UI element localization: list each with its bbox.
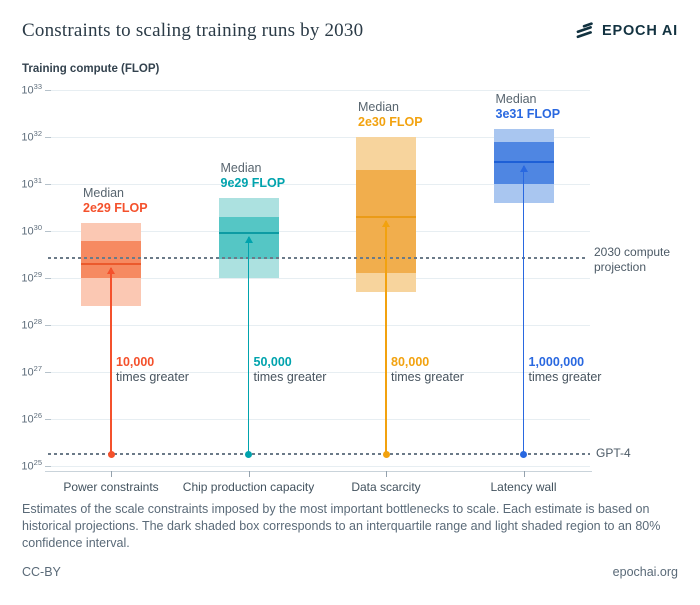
y-axis-tick [45, 325, 51, 326]
latency-wall-median-caption: Median [495, 91, 537, 106]
data-scarcity-median-value: 2e30 FLOP [358, 115, 423, 129]
latency-wall-median-line [493, 160, 554, 163]
y-axis-tick [45, 184, 51, 185]
power-constraints-median-value: 2e29 FLOP [83, 200, 148, 215]
chip-production-capacity-ratio-value: 50,000 [253, 355, 292, 369]
gpt-4-line [48, 453, 590, 455]
gridline [48, 466, 590, 467]
brand-name: EPOCH AI [602, 22, 678, 39]
chip-production-capacity-arrow-line [247, 237, 250, 454]
data-scarcity-ratio-value: 80,000 [391, 355, 430, 369]
latency-wall-ratio-suffix: times greater [528, 369, 602, 384]
data-scarcity-ratio-suffix: times greater [391, 369, 464, 384]
gridline [48, 90, 590, 91]
projection-2030-label: 2030 compute projection [594, 245, 671, 275]
chip-production-capacity-median-line [218, 232, 279, 235]
latency-wall-median-label: Median 3e31 FLOP [496, 92, 561, 122]
power-constraints-ratio-label: 10,000 times greater [116, 355, 189, 384]
y-axis-title: Training compute (FLOP) [22, 63, 160, 75]
y-axis-tick [45, 372, 51, 373]
site-link[interactable]: epochai.org [612, 565, 678, 579]
latency-wall-gpt4-dot-icon [520, 450, 527, 458]
gridline [48, 419, 590, 420]
y-axis-tick [45, 278, 51, 279]
page-title: Constraints to scaling training runs by … [22, 20, 364, 41]
latency-wall-arrow-line [522, 165, 525, 454]
gridline [48, 278, 590, 279]
epoch-ai-logo[interactable]: EPOCH AI [574, 20, 678, 41]
chip-production-capacity-median-value: 9e29 FLOP [220, 176, 286, 191]
data-scarcity-median-line [356, 215, 416, 218]
data-scarcity-ratio-label: 80,000 times greater [391, 355, 464, 384]
y-axis-tick-label: 1028 [21, 317, 42, 332]
latency-wall-median-value: 3e31 FLOP [495, 106, 561, 121]
projection-2030-line [48, 257, 588, 260]
chip-production-capacity-ratio-label: 50,000 times greater [254, 355, 327, 384]
data-scarcity-gpt4-dot-icon [382, 450, 390, 458]
chip-production-capacity-arrowhead-icon [244, 236, 253, 244]
chip-production-capacity-median-label: Median 9e29 FLOP [221, 161, 286, 191]
data-scarcity-median-caption: Median [358, 100, 399, 114]
x-axis-category-label: Chip production capacity [182, 480, 315, 494]
y-axis-tick-label: 1030 [21, 223, 42, 238]
y-axis-tick-label: 1033 [21, 82, 42, 97]
y-axis-tick [45, 419, 51, 420]
epoch-logo-icon [576, 22, 593, 39]
x-axis-category-label: Power constraints [63, 480, 159, 494]
x-axis-line [45, 471, 592, 472]
data-scarcity-arrow-line [385, 220, 387, 454]
y-axis-tick [45, 466, 51, 467]
y-axis-tick [45, 231, 51, 232]
latency-wall-arrowhead-icon [519, 164, 528, 172]
caption: Estimates of the scale constraints impos… [22, 502, 661, 550]
x-axis-tick [248, 471, 250, 477]
power-constraints-ratio-suffix: times greater [116, 369, 189, 384]
data-scarcity-median-label: Median 2e30 FLOP [358, 100, 423, 130]
y-axis-tick [45, 90, 51, 91]
y-axis-tick-label: 1025 [21, 458, 42, 473]
power-constraints-median-caption: Median [83, 185, 124, 200]
y-axis-tick-label: 1031 [21, 176, 42, 191]
gridline [48, 231, 590, 232]
chip-production-capacity-median-caption: Median [220, 161, 262, 176]
y-axis-tick-label: 1029 [21, 270, 42, 285]
y-axis-tick-label: 1026 [21, 411, 42, 426]
y-axis-tick-label: 1032 [21, 129, 42, 144]
latency-wall-ratio-label: 1,000,000 times greater [529, 355, 602, 384]
gridline [48, 184, 590, 185]
gridline [48, 325, 590, 326]
chip-production-capacity-gpt4-dot-icon [245, 450, 252, 458]
power-constraints-ratio-value: 10,000 [116, 355, 155, 369]
power-constraints-median-label: Median 2e29 FLOP [83, 186, 148, 216]
gpt-4-label: GPT-4 [596, 446, 631, 460]
y-axis-tick [45, 137, 51, 138]
power-constraints-arrow-line [110, 267, 112, 454]
x-axis-tick [111, 471, 112, 477]
gridline [48, 137, 590, 138]
data-scarcity-arrowhead-icon [382, 219, 390, 227]
power-constraints-arrowhead-icon [107, 266, 115, 274]
license-label: CC-BY [22, 565, 61, 579]
power-constraints-gpt4-dot-icon [107, 450, 115, 458]
power-constraints-median-line [81, 262, 141, 265]
gridline [48, 372, 590, 373]
x-axis-tick [523, 471, 525, 477]
chip-production-capacity-ratio-suffix: times greater [253, 369, 327, 384]
x-axis-category-label: Latency wall [490, 480, 557, 494]
latency-wall-ratio-value: 1,000,000 [528, 355, 585, 369]
x-axis-category-label: Data scarcity [351, 480, 421, 494]
y-axis-tick-label: 1027 [21, 364, 42, 379]
x-axis-tick [386, 471, 387, 477]
